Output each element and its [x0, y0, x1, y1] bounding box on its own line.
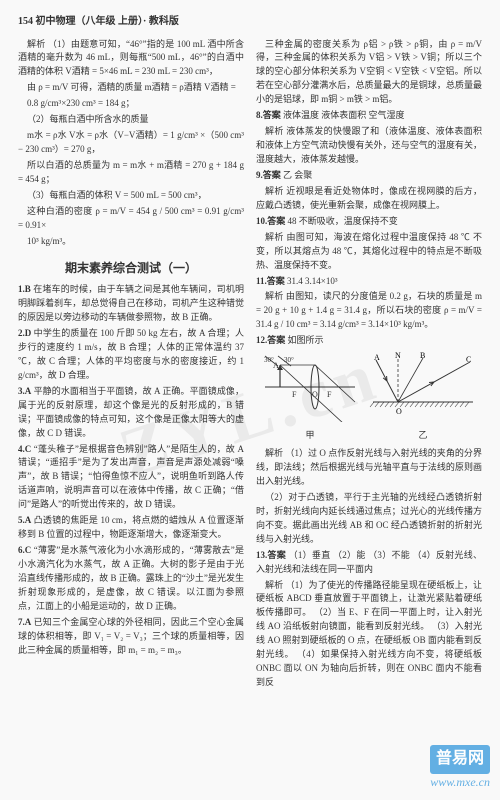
figure-yi: A B C O N 乙: [368, 352, 478, 443]
content-columns: 解析 （1）由题意可知，“46°”指的是 100 mL 酒中所含酒精的毫升数为 …: [18, 38, 482, 693]
answer-item: 8.答案 液体温度 液体表面积 空气湿度: [256, 109, 482, 123]
lens-diagram-icon: FFO30°30°A: [260, 352, 360, 422]
question-item: 1.B 在堵车的时候，由于车辆之间是其他车辆间，司机明明脚踩着刹车，却总觉得自己…: [18, 283, 244, 325]
footer-logo: 普易网: [430, 745, 490, 774]
solution-text: 由 ρ = m/V 可得，酒精的质量 m酒精 = ρ酒精 V酒精 =: [18, 81, 244, 95]
answer-item: 9.答案 乙 会聚: [256, 169, 482, 183]
question-item: 4.C “蓬头稚子”是根据音色辨别”路人”是陌生人的，故 A 错误；“遥招手”是…: [18, 443, 244, 513]
figure-caption-jia: 甲: [260, 429, 360, 443]
solution-text: （3）每瓶白酒的体积 V = 500 mL = 500 cm³，: [18, 189, 244, 203]
solution-text: 这种白酒的密度 ρ = m/V = 454 g / 500 cm³ = 0.91…: [18, 205, 244, 233]
solution-text: 10³ kg/m³。: [18, 235, 244, 249]
footer-url: www.mxe.cn: [430, 773, 490, 792]
answer-item: 12.答案 如图所示: [256, 334, 482, 348]
svg-text:O: O: [396, 407, 402, 416]
solution-text: 解析 （1）由题意可知，“46°”指的是 100 mL 酒中所含酒精的毫升数为 …: [18, 38, 244, 80]
left-column: 解析 （1）由题意可知，“46°”指的是 100 mL 酒中所含酒精的毫升数为 …: [18, 38, 244, 693]
question-item: 7.A 已知三个金属空心球的外径相同，因此三个空心金属球的体积相等，即 V₁ =…: [18, 616, 244, 658]
question-item: 5.A 凸透镜的焦距是 10 cm，将点燃的蜡烛从 A 位置逐渐移到 B 位置的…: [18, 514, 244, 542]
solution-text: 所以白酒的总质量为 m = m水 + m酒精 = 270 g + 184 g =…: [18, 159, 244, 187]
figure-jia: FFO30°30°A 甲: [260, 352, 360, 443]
solution-text: m水 = ρ水 V水 = ρ水（V−V酒精）= 1 g/cm³ ×（500 cm…: [18, 129, 244, 157]
svg-text:30°: 30°: [284, 356, 294, 364]
right-column: 三种金属的密度关系为 ρ铝 > ρ铁 > ρ铜，由 ρ = m/V 得，三种金属…: [256, 38, 482, 693]
solution-text: 三种金属的密度关系为 ρ铝 > ρ铁 > ρ铜，由 ρ = m/V 得，三种金属…: [256, 38, 482, 108]
question-item: 3.A 平静的水面相当于平面镜，故 A 正确。平面镜成像，属于光的反射原理，却这…: [18, 385, 244, 441]
figures-row: FFO30°30°A 甲 ABCON 乙: [256, 352, 482, 443]
svg-text:A: A: [273, 361, 279, 370]
page-header: 154 初中物理（八年级 上册）· 教科版: [18, 14, 482, 30]
figure-caption-yi: 乙: [368, 429, 478, 443]
explanation-text: 解析 液体蒸发的快慢跟了和（液体温度、液体表面积和液体上方空气流动快慢有关外，还…: [256, 125, 482, 167]
answer-item: 11.答案 31.4 3.14×10³: [256, 275, 482, 289]
solution-text: 0.8 g/cm³×230 cm³ = 184 g；: [18, 97, 244, 111]
svg-text:A: A: [374, 353, 380, 362]
question-item: 2.D 中学生的质量在 100 斤即 50 kg 左右，故 A 合理；人步行的速…: [18, 327, 244, 383]
svg-text:F: F: [292, 390, 297, 399]
answer-item: 10.答案 48 不断吸收，温度保持不变: [256, 215, 482, 229]
answer-item: 13.答案 （1）垂直 （2）能 （3）不能 （4）反射光线、入射光线和法线在同…: [256, 549, 482, 577]
explanation-text: （2）对于凸透镜，平行于主光轴的光线经凸透镜折射时，折射光线向内延长线通过焦点；…: [256, 491, 482, 547]
mirror-diagram-icon: A B C O N: [368, 352, 478, 422]
section-title: 期末素养综合测试（一）: [18, 259, 244, 278]
explanation-text: 解析 （1）过 O 点作反射光线与入射光线的夹角的分界线，即法线；然后根据光线与…: [256, 447, 482, 489]
explanation-text: 解析 近视眼是看近处物体时，像成在视网膜的后方，应戴凸透镜，使光重新会聚，成像在…: [256, 185, 482, 213]
explanation-text: 解析 由图知，读尺的分度值是 0.2 g，石块的质量是 m = 20 g + 1…: [256, 290, 482, 332]
explanation-text: 解析 由图可知，海波在熔化过程中温度保持 48 ℃ 不变，所以其熔点为 48 ℃…: [256, 231, 482, 273]
explanation-text: 解析 （1）为了使光的传播路径能呈现在硬纸板上，让硬纸板 ABCD 垂直放置于平…: [256, 579, 482, 691]
solution-text: （2）每瓶白酒中所含水的质量: [18, 113, 244, 127]
svg-text:N: N: [395, 352, 401, 360]
svg-text:B: B: [420, 352, 425, 360]
svg-text:C: C: [466, 355, 471, 364]
svg-text:F: F: [327, 390, 332, 399]
question-item: 6.C “薄雾”是水蒸气液化为小水滴形成的，“薄雾散去”是小水滴汽化为水蒸气，故…: [18, 544, 244, 614]
